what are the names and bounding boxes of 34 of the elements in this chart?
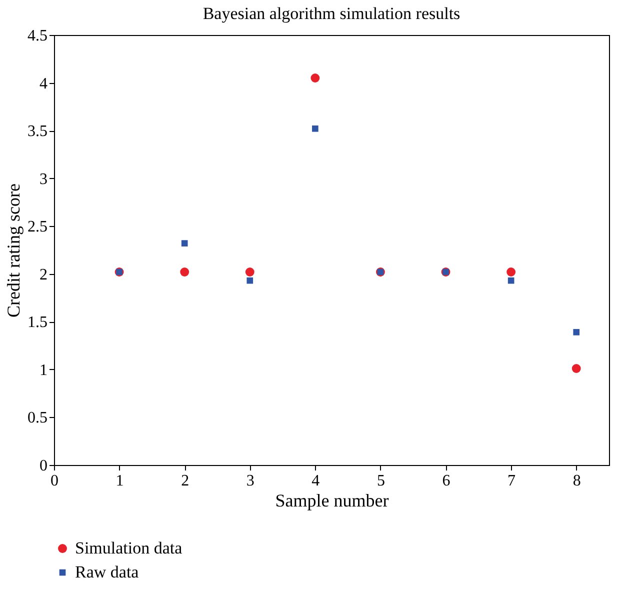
y-tick-label: 0	[40, 458, 48, 474]
legend-label: Raw data	[75, 562, 140, 582]
y-tick-label: 3	[40, 170, 48, 188]
x-tick-label: 6	[442, 472, 450, 490]
point	[181, 240, 188, 246]
y-tick-label: 4	[40, 75, 48, 92]
point	[506, 268, 516, 276]
y-tick-label: 0.5	[28, 410, 48, 427]
x-tick-label: 8	[572, 472, 581, 490]
chart-title: Bayesian algorithm simulation results	[202, 4, 460, 23]
point	[245, 268, 254, 276]
point	[180, 268, 190, 276]
point	[572, 364, 581, 373]
point	[246, 277, 254, 284]
point	[312, 125, 318, 132]
y-tick-label: 2	[40, 266, 48, 284]
y-tick-label: 2.5	[28, 218, 48, 236]
y-tick-label: 1.5	[28, 314, 48, 332]
x-tick-label: 5	[376, 472, 385, 490]
point	[310, 74, 320, 82]
y-tick-label: 4.5	[28, 28, 48, 44]
x-axis-title: Sample number	[275, 490, 389, 510]
x-tick-label: 0	[50, 472, 58, 490]
point	[508, 277, 514, 284]
x-tick-label: 4	[312, 472, 320, 490]
y-tick-label: 3.5	[28, 123, 48, 140]
x-tick-label: 1	[116, 472, 124, 490]
y-tick-label: 1	[40, 362, 48, 379]
x-tick-label: 3	[246, 472, 254, 490]
point	[573, 329, 580, 336]
x-tick-label: 7	[508, 472, 516, 490]
x-tick-label: 2	[181, 472, 190, 490]
y-axis-title: Credit rating score	[4, 184, 24, 318]
legend-label: Simulation data	[75, 538, 183, 558]
